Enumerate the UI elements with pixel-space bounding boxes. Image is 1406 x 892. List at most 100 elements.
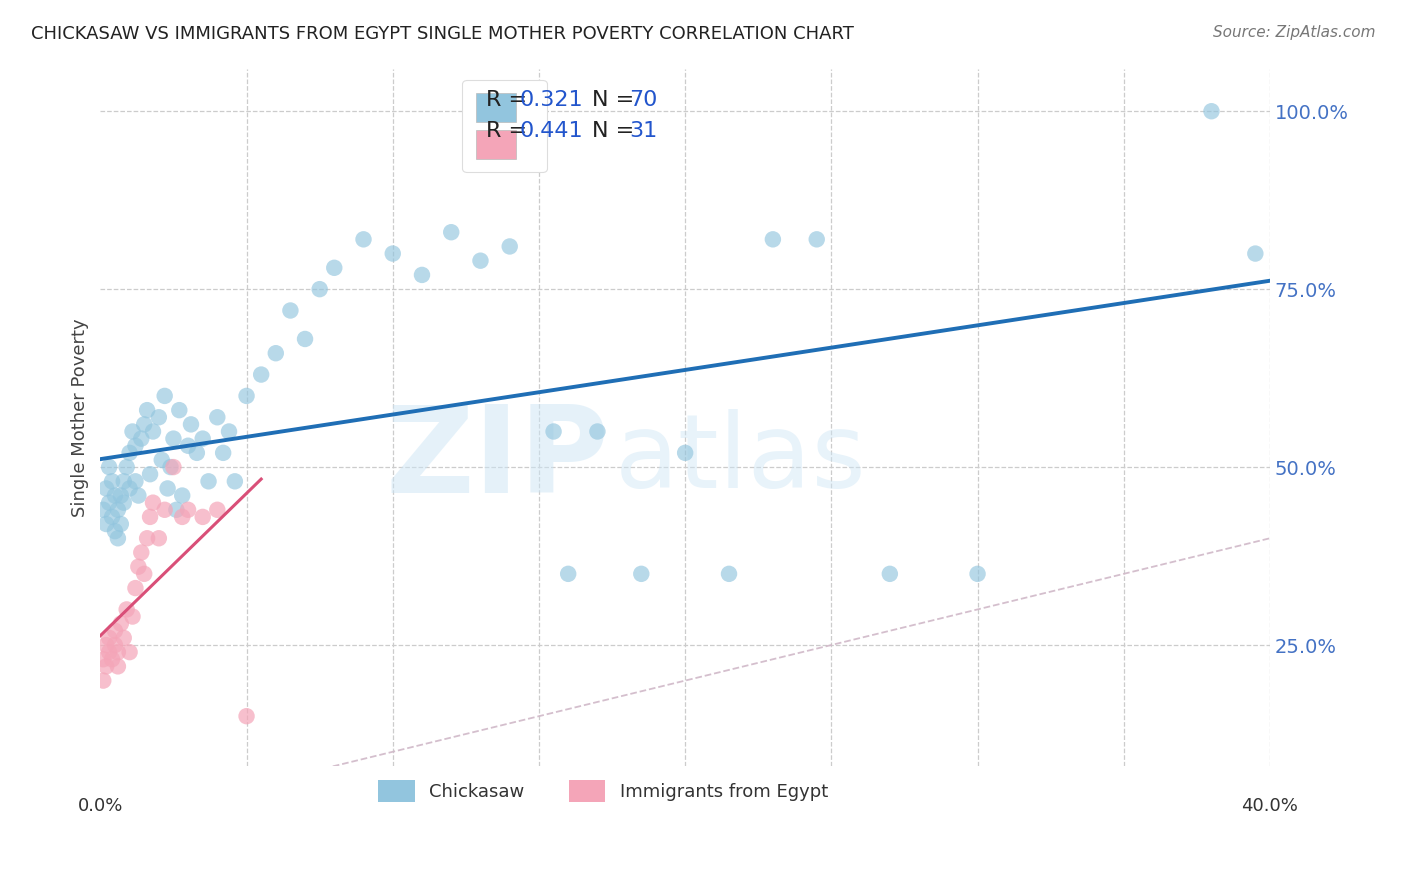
Point — [250, 368, 273, 382]
Text: 70: 70 — [628, 90, 658, 110]
Point — [630, 566, 652, 581]
Point — [280, 303, 302, 318]
Point — [1201, 104, 1223, 119]
Text: 40.0%: 40.0% — [1241, 797, 1298, 814]
Point — [148, 410, 170, 425]
Point — [98, 645, 121, 659]
Point — [806, 232, 828, 246]
Point — [224, 475, 246, 489]
Point — [142, 425, 165, 439]
Point — [107, 645, 129, 659]
Point — [139, 467, 162, 482]
Point — [207, 410, 229, 425]
Text: 0.441: 0.441 — [519, 121, 582, 141]
Point — [142, 496, 165, 510]
Point — [177, 439, 200, 453]
Point — [207, 503, 229, 517]
Point — [191, 509, 214, 524]
Point — [91, 652, 114, 666]
Point — [98, 460, 121, 475]
Point — [197, 475, 219, 489]
Point — [96, 482, 118, 496]
Point — [762, 232, 785, 246]
Point — [112, 475, 135, 489]
Point — [127, 559, 149, 574]
Point — [129, 545, 152, 559]
Text: R =: R = — [486, 121, 534, 141]
Point — [381, 246, 404, 260]
Point — [104, 624, 127, 638]
Point — [235, 389, 257, 403]
Point — [127, 489, 149, 503]
Point — [156, 482, 179, 496]
Point — [586, 425, 609, 439]
Point — [557, 566, 579, 581]
Point — [101, 509, 124, 524]
Point — [96, 638, 118, 652]
Point — [98, 496, 121, 510]
Point — [718, 566, 741, 581]
Text: 31: 31 — [628, 121, 657, 141]
Point — [101, 475, 124, 489]
Text: 0.321: 0.321 — [519, 90, 582, 110]
Point — [104, 489, 127, 503]
Point — [124, 439, 146, 453]
Point — [118, 645, 141, 659]
Point — [115, 602, 138, 616]
Text: Source: ZipAtlas.com: Source: ZipAtlas.com — [1212, 25, 1375, 40]
Point — [136, 403, 159, 417]
Point — [323, 260, 346, 275]
Point — [124, 581, 146, 595]
Legend: Chickasaw, Immigrants from Egypt: Chickasaw, Immigrants from Egypt — [371, 772, 835, 809]
Point — [235, 709, 257, 723]
Point — [191, 432, 214, 446]
Y-axis label: Single Mother Poverty: Single Mother Poverty — [72, 318, 89, 516]
Point — [148, 531, 170, 545]
Point — [218, 425, 240, 439]
Point — [112, 631, 135, 645]
Point — [104, 524, 127, 538]
Point — [104, 638, 127, 652]
Point — [134, 417, 156, 432]
Point — [136, 531, 159, 545]
Point — [177, 503, 200, 517]
Point — [110, 516, 132, 531]
Point — [91, 673, 114, 688]
Point — [110, 616, 132, 631]
Text: CHICKASAW VS IMMIGRANTS FROM EGYPT SINGLE MOTHER POVERTY CORRELATION CHART: CHICKASAW VS IMMIGRANTS FROM EGYPT SINGL… — [31, 25, 853, 43]
Text: N =: N = — [592, 90, 641, 110]
Point — [440, 225, 463, 239]
Point — [96, 659, 118, 673]
Text: atlas: atlas — [614, 409, 866, 509]
Point — [470, 253, 492, 268]
Point — [180, 417, 202, 432]
Text: 0.0%: 0.0% — [77, 797, 124, 814]
Point — [150, 453, 173, 467]
Point — [107, 531, 129, 545]
Point — [264, 346, 287, 360]
Point — [499, 239, 522, 253]
Text: N =: N = — [592, 121, 641, 141]
Point — [98, 631, 121, 645]
Point — [172, 489, 194, 503]
Point — [162, 432, 184, 446]
Point — [1244, 246, 1267, 260]
Point — [118, 446, 141, 460]
Point — [966, 566, 988, 581]
Point — [153, 503, 176, 517]
Point — [101, 652, 124, 666]
Point — [172, 509, 194, 524]
Text: ZIP: ZIP — [385, 401, 609, 517]
Point — [673, 446, 696, 460]
Point — [162, 460, 184, 475]
Point — [879, 566, 901, 581]
Point — [353, 232, 375, 246]
Point — [543, 425, 565, 439]
Point — [134, 566, 156, 581]
Point — [411, 268, 433, 282]
Point — [153, 389, 176, 403]
Point — [96, 516, 118, 531]
Point — [115, 460, 138, 475]
Point — [186, 446, 208, 460]
Point — [121, 609, 143, 624]
